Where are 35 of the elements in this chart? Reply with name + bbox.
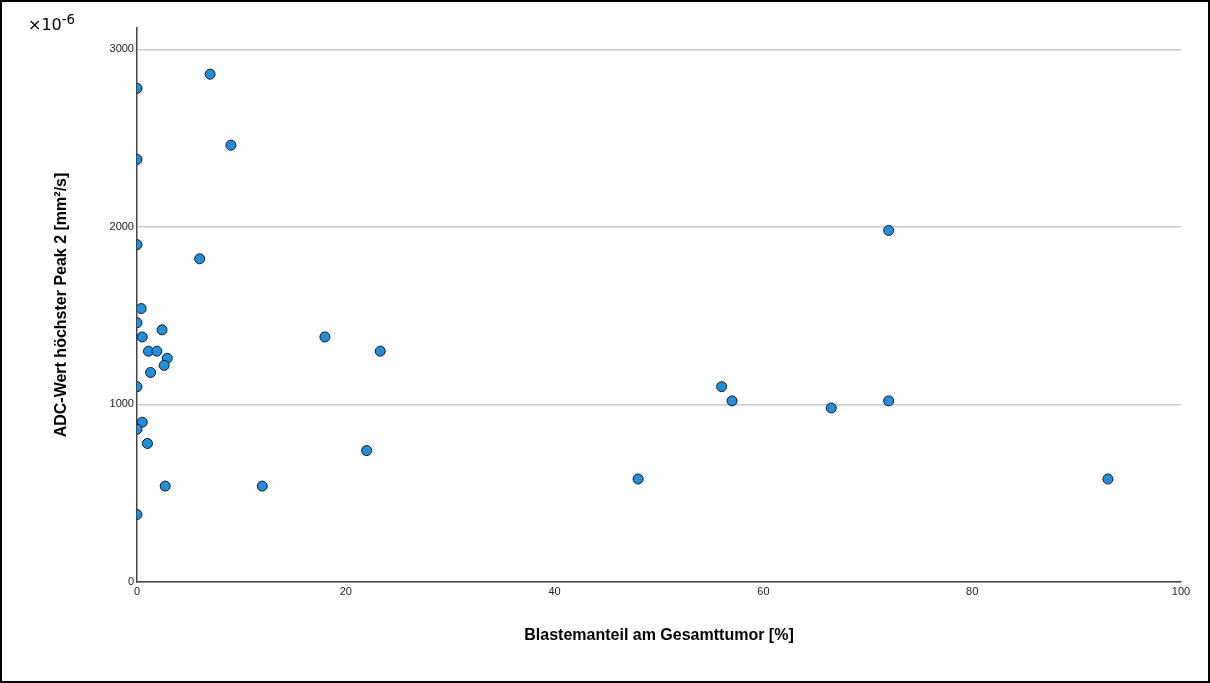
y-tick-label: 3000 [109, 42, 134, 55]
x-axis-title: Blastemanteil am Gesamttumor [%] [524, 625, 794, 643]
point [204, 68, 216, 80]
point [137, 303, 147, 315]
point [883, 395, 895, 407]
point [716, 381, 728, 393]
point [151, 345, 163, 357]
y-tick-label: 0 [127, 575, 134, 588]
point [319, 331, 331, 343]
point [194, 253, 206, 265]
point [225, 139, 237, 151]
x-tick-label: 60 [757, 584, 770, 597]
point [159, 480, 171, 492]
point [156, 324, 168, 336]
point [374, 345, 386, 357]
y-tick-label: 1000 [109, 397, 134, 410]
point [145, 366, 157, 378]
x-tick-label: 100 [1171, 584, 1191, 597]
point [137, 331, 148, 343]
y-tick-label: 2000 [109, 219, 134, 232]
point [825, 402, 837, 414]
point [137, 416, 148, 428]
point [883, 224, 895, 236]
point [632, 473, 644, 485]
point [361, 445, 373, 457]
x-tick-label: 20 [339, 584, 352, 597]
point [256, 480, 268, 492]
point [158, 359, 170, 371]
x-tick-label: 40 [548, 584, 561, 597]
point [726, 395, 738, 407]
point [1102, 473, 1114, 485]
text: ×10$^{-6}$ [28, 12, 76, 35]
x-tick-label: 80 [966, 584, 979, 597]
y-axis-title: ADC-Wert höchster Peak 2 [mm²/s] [52, 172, 70, 438]
point [141, 438, 153, 449]
